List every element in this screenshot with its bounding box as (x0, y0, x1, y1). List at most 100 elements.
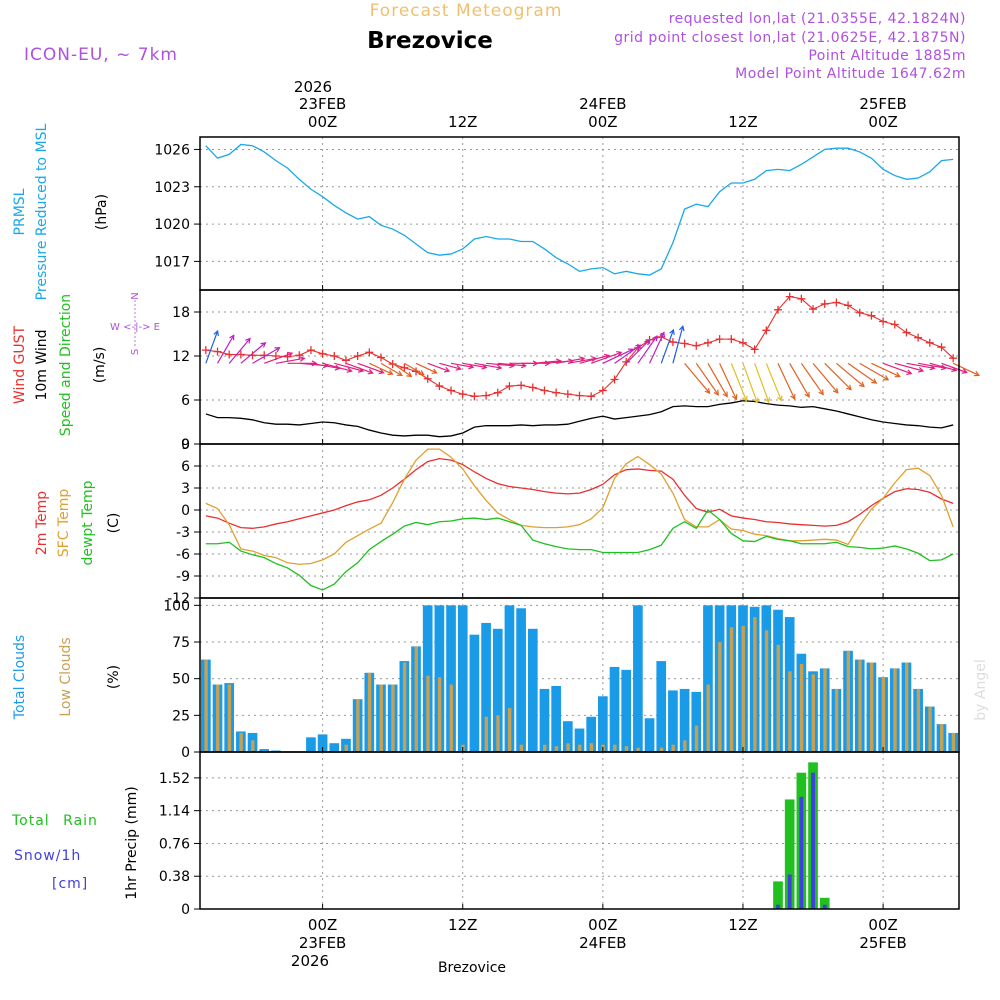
total-cloud-bar (539, 688, 550, 752)
wind-arrow (871, 362, 900, 378)
wind-arrow-head (418, 369, 425, 376)
wind-gust-label: Wind GUST (12, 325, 28, 404)
chart-title: Forecast Meteogram (370, 1, 563, 21)
low-cloud-bar (426, 675, 430, 752)
wind-arrow (392, 362, 412, 377)
gust-marker (622, 357, 631, 366)
wind-arrow-head (846, 384, 852, 391)
wind-arrow (380, 362, 403, 376)
wind-arrow-head (496, 364, 503, 371)
wind-arrow-head (644, 339, 651, 346)
wind-arrow (567, 357, 597, 364)
panel-frame (199, 136, 960, 291)
low-cloud-bar (204, 659, 208, 752)
gust-marker (668, 338, 677, 347)
y-tick-label: 25 (172, 708, 190, 724)
gust-marker (225, 350, 234, 359)
y-tick-label: 1020 (154, 217, 190, 233)
total-cloud-bar (562, 721, 573, 752)
wind-arrow (228, 338, 251, 364)
y-tick-label: -3 (176, 525, 190, 541)
wind-arrow (847, 362, 877, 384)
y-tick-label: 0 (181, 745, 190, 761)
snow-label: Snow/1h (14, 848, 81, 864)
wind-arrow-head (858, 381, 865, 388)
panel-pressure: 1017 1020 1023 1026 (154, 136, 960, 291)
top-time-label: 00Z (868, 113, 897, 131)
low-cloud-bar (543, 744, 547, 752)
bottom-year: 2026 (291, 952, 329, 970)
y-tick-label: 75 (172, 635, 190, 651)
total-cloud-bar (329, 743, 340, 752)
y-tick-label: 0 (181, 503, 190, 519)
total-cloud-bar (633, 605, 643, 752)
total-clouds-label: Total Clouds (12, 635, 28, 720)
low-cloud-bar (741, 625, 745, 752)
model-altitude: Model Point Altitude 1647.62m (735, 66, 966, 82)
wind-arrow-head (818, 389, 824, 396)
bottom-time-label: 12Z (728, 916, 757, 934)
wind-arrow (789, 363, 810, 398)
snow-bar (811, 772, 815, 909)
gust-marker (727, 335, 736, 344)
y-tick-label: 0 (181, 437, 190, 453)
gust-marker (598, 386, 607, 395)
gust-marker (365, 348, 374, 357)
low-cloud-bar (753, 617, 757, 752)
wind-arrow (404, 362, 425, 376)
low-cloud-bar (227, 684, 232, 752)
wind-arrow-head (961, 368, 968, 374)
wind-arrow (952, 362, 980, 376)
panel-frame (199, 443, 960, 599)
wind-arrow (918, 362, 946, 369)
bottom-date-label: 25FEB (859, 934, 906, 952)
wind-arrow (240, 342, 266, 364)
low-cloud-bar (916, 688, 921, 752)
gust-marker (785, 292, 794, 301)
y-tick-label: 1.14 (159, 804, 190, 820)
top-time-label: 00Z (308, 113, 337, 131)
wind-arrow-head (704, 388, 711, 395)
total-cloud-bar (259, 749, 270, 752)
gust-marker (505, 382, 514, 391)
low-cloud-bar (951, 732, 956, 752)
wind-arrow (765, 363, 782, 401)
snow-bar (787, 874, 792, 909)
gust-marker (902, 328, 911, 337)
watermark: by Angel (973, 659, 989, 720)
compass-n: N (130, 292, 141, 299)
sfc-line (205, 448, 954, 565)
y-tick-label: 1.52 (159, 771, 190, 787)
total-cloud-bar (504, 605, 515, 752)
gust-marker (809, 305, 818, 314)
wind-arrow-head (669, 328, 675, 335)
bottom-date-label: 24FEB (579, 934, 626, 952)
wind-arrow (264, 352, 293, 364)
wind-arrow (579, 354, 610, 364)
wind-arrow (216, 334, 235, 364)
low-cloud-bar (636, 747, 640, 752)
gust-marker (762, 326, 771, 335)
snow-bar (822, 904, 827, 909)
temperature-labels: 2m Temp SFC Temp dewpt Temp (C) (34, 480, 122, 565)
wind-arrow (439, 362, 461, 370)
wind-arrow-head (396, 370, 403, 376)
low-cloud-bar (624, 746, 629, 752)
gust-marker (528, 383, 537, 392)
total-cloud-bar (457, 605, 468, 752)
bottom-time-label: 00Z (868, 916, 897, 934)
wind-arrow (672, 326, 684, 364)
total-cloud-bar (621, 669, 632, 752)
low-cloud-bar (484, 716, 489, 752)
low-cloud-bar (239, 732, 243, 752)
gust-marker (844, 301, 853, 310)
wind-arrow-head (245, 337, 251, 344)
gust-marker (575, 391, 584, 400)
wind-arrow-head (804, 391, 810, 399)
y-tick-label: 1026 (154, 142, 190, 158)
gust-marker (715, 335, 724, 344)
top-time-label: 00Z (588, 113, 617, 131)
bottom-time-label: 00Z (588, 916, 617, 934)
wind-arrow (334, 362, 364, 372)
gust-marker (832, 298, 841, 307)
